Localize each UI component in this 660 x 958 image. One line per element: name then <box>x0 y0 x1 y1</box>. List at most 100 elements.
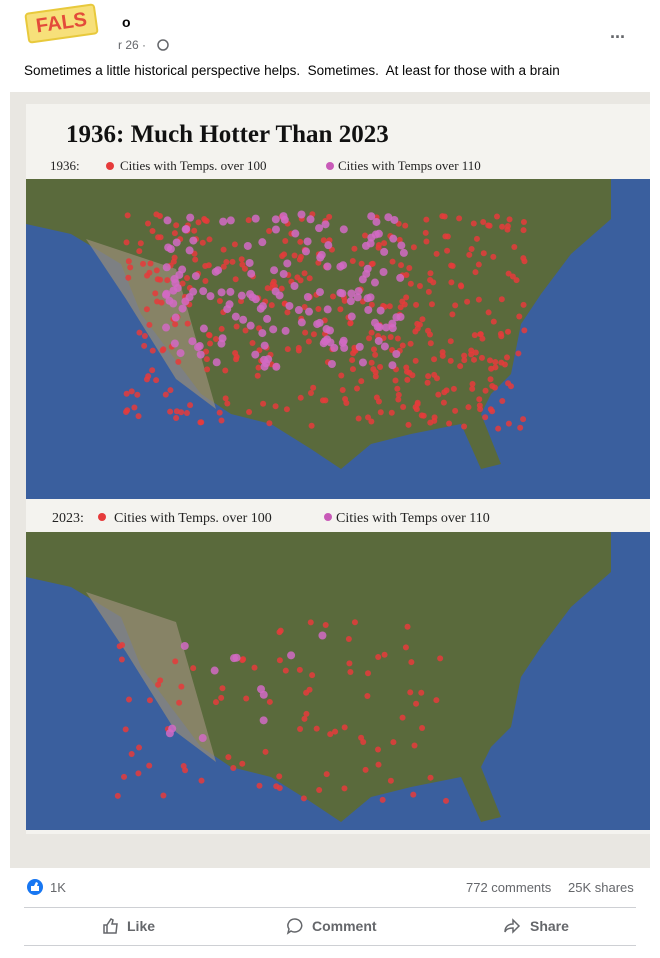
city-dot-100 <box>276 629 283 636</box>
city-dot-100 <box>399 714 406 721</box>
city-dot-100 <box>306 275 313 282</box>
city-dot-110 <box>285 301 294 310</box>
city-dot-100 <box>452 302 459 309</box>
comment-count[interactable]: 772 comments <box>466 880 552 895</box>
city-dot-100 <box>233 323 240 330</box>
image-title: 1936: Much Hotter Than 2023 <box>66 121 389 148</box>
city-dot-110 <box>384 213 393 222</box>
city-dot-100 <box>521 327 528 334</box>
city-dot-100 <box>114 792 121 799</box>
city-dot-110 <box>339 336 348 345</box>
city-dot-110 <box>318 631 327 640</box>
city-dot-100 <box>511 243 518 250</box>
city-dot-110 <box>283 259 292 268</box>
city-dot-100 <box>413 406 420 413</box>
city-dot-100 <box>256 782 263 789</box>
city-dot-100 <box>264 285 271 292</box>
city-dot-100 <box>479 335 486 342</box>
city-dot-100 <box>349 257 356 264</box>
city-dot-100 <box>157 234 164 241</box>
city-dot-100 <box>183 409 190 416</box>
city-dot-110 <box>347 312 356 321</box>
city-dot-100 <box>375 761 382 768</box>
city-dot-100 <box>375 653 382 660</box>
city-dot-100 <box>282 667 289 674</box>
legend-dot <box>98 513 106 521</box>
city-dot-100 <box>337 306 344 313</box>
city-dot-100 <box>351 347 358 354</box>
city-dot-100 <box>506 216 513 223</box>
city-dot-100 <box>126 696 133 703</box>
timestamp[interactable]: r 26 · <box>118 38 147 52</box>
city-dot-100 <box>368 301 375 308</box>
city-dot-110 <box>162 263 171 272</box>
city-dot-110 <box>243 241 252 250</box>
city-dot-100 <box>301 303 308 310</box>
city-dot-110 <box>251 350 260 359</box>
city-dot-110 <box>199 324 208 333</box>
city-dot-100 <box>206 236 213 243</box>
city-dot-110 <box>301 247 310 256</box>
city-dot-100 <box>301 270 308 277</box>
share-count[interactable]: 25K shares <box>568 880 634 895</box>
city-dot-100 <box>458 283 465 290</box>
city-dot-100 <box>269 281 276 288</box>
city-dot-100 <box>149 347 156 354</box>
city-dot-100 <box>131 404 138 411</box>
city-dot-110 <box>323 262 332 271</box>
city-dot-100 <box>297 394 304 401</box>
city-dot-100 <box>146 321 153 328</box>
city-dot-100 <box>371 346 378 353</box>
city-dot-100 <box>146 697 153 704</box>
city-dot-100 <box>159 347 166 354</box>
city-dot-100 <box>251 664 258 671</box>
city-dot-110 <box>170 339 179 348</box>
city-dot-100 <box>125 274 132 281</box>
author[interactable]: o <box>122 14 131 30</box>
city-dot-100 <box>296 666 303 673</box>
city-dot-100 <box>407 689 414 696</box>
city-dot-100 <box>364 693 371 700</box>
reaction-count[interactable]: 1K <box>50 880 66 895</box>
city-dot-110 <box>162 290 171 299</box>
city-dot-100 <box>207 340 214 347</box>
city-dot-110 <box>214 266 223 275</box>
city-dot-100 <box>375 746 382 753</box>
city-dot-110 <box>178 304 187 313</box>
city-dot-100 <box>284 309 291 316</box>
city-dot-100 <box>485 309 492 316</box>
city-dot-100 <box>456 215 463 222</box>
city-dot-100 <box>137 240 144 247</box>
city-dot-100 <box>416 321 423 328</box>
city-dot-110 <box>370 278 379 287</box>
city-dot-100 <box>490 253 497 260</box>
city-dot-100 <box>116 643 123 650</box>
city-dot-100 <box>273 783 280 790</box>
like-button[interactable]: Like <box>127 918 156 934</box>
city-dot-100 <box>144 220 151 227</box>
post-image[interactable]: 1936: Much Hotter Than 2023 1936: Cities… <box>10 92 650 868</box>
city-dot-100 <box>240 656 247 663</box>
comment-button[interactable]: Comment <box>312 918 377 934</box>
share-button[interactable]: Share <box>530 918 569 934</box>
city-dot-100 <box>307 389 314 396</box>
city-dot-100 <box>146 762 153 769</box>
city-dot-100 <box>124 407 131 414</box>
city-dot-110 <box>271 287 280 296</box>
city-dot-100 <box>212 699 219 706</box>
city-dot-100 <box>220 246 227 253</box>
city-dot-100 <box>424 379 431 386</box>
city-dot-100 <box>339 387 346 394</box>
city-dot-100 <box>173 414 180 421</box>
city-dot-100 <box>171 230 178 237</box>
city-dot-110 <box>210 666 219 675</box>
city-dot-100 <box>349 366 356 373</box>
city-dot-100 <box>224 400 231 407</box>
menu-button[interactable]: ... <box>610 22 626 42</box>
city-dot-100 <box>347 668 354 675</box>
city-dot-100 <box>439 213 446 220</box>
globe-icon <box>157 39 169 51</box>
city-dot-100 <box>272 403 279 410</box>
city-dot-100 <box>505 420 512 427</box>
city-dot-100 <box>388 409 395 416</box>
